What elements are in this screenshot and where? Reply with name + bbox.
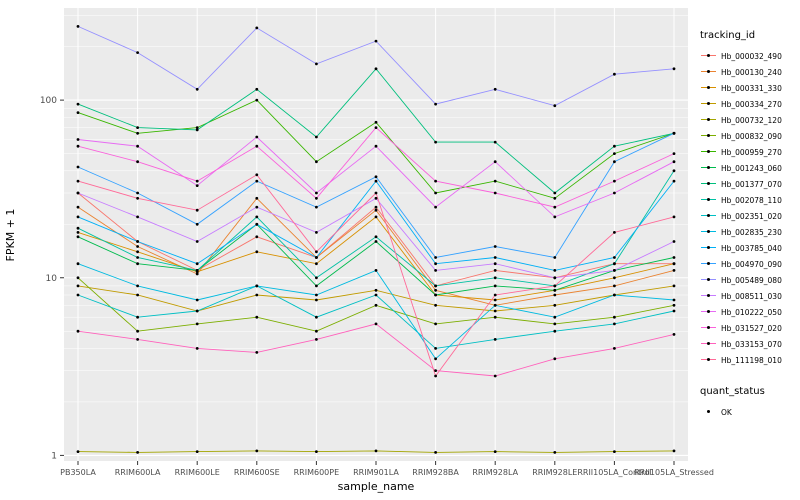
legend-item: Hb_001377_070 xyxy=(700,176,800,192)
line-key-icon xyxy=(700,193,717,207)
svg-text:RRIM600PE: RRIM600PE xyxy=(294,468,340,477)
svg-text:RRIM600LA: RRIM600LA xyxy=(115,468,161,477)
line-key-icon xyxy=(700,225,717,239)
legend-title-tracking: tracking_id xyxy=(700,30,756,41)
legend-item: Hb_002351_020 xyxy=(700,208,800,224)
legend-item-quant-ok: OK xyxy=(700,404,800,420)
line-key-icon xyxy=(700,113,717,127)
legend-item-label: Hb_000832_090 xyxy=(721,131,782,141)
svg-text:RRIM928BA: RRIM928BA xyxy=(412,468,459,477)
legend-item-label: Hb_000732_120 xyxy=(721,115,782,125)
legend-item-label: Hb_033153_070 xyxy=(721,339,782,349)
svg-text:PB350LA: PB350LA xyxy=(60,468,96,477)
legend-item: Hb_000331_330 xyxy=(700,80,800,96)
legend-item: Hb_010222_050 xyxy=(700,304,800,320)
data-points xyxy=(76,25,676,454)
legend-item: Hb_000334_270 xyxy=(700,96,800,112)
svg-text:RRIM600SE: RRIM600SE xyxy=(234,468,280,477)
line-key-icon xyxy=(700,81,717,95)
point-key-icon xyxy=(700,405,717,419)
line-key-icon xyxy=(700,49,717,63)
legend-item: Hb_002078_110 xyxy=(700,192,800,208)
legend-item-label: Hb_002835_230 xyxy=(721,227,782,237)
legend-title-quant: quant_status xyxy=(700,386,765,397)
legend-item-label: Hb_000032_490 xyxy=(721,51,782,61)
legend-item-label: Hb_008511_030 xyxy=(721,291,782,301)
svg-text:RRII105LA_Stressed: RRII105LA_Stressed xyxy=(634,468,714,477)
legend-item: Hb_031527_020 xyxy=(700,320,800,336)
legend-item: Hb_008511_030 xyxy=(700,288,800,304)
legend-tracking-items: Hb_000032_490 Hb_000130_240 Hb_000331_330 H… xyxy=(700,48,800,368)
line-key-icon xyxy=(700,129,717,143)
legend-item-label: Hb_010222_050 xyxy=(721,307,782,317)
svg-text:100: 100 xyxy=(40,96,57,106)
legend-item: Hb_033153_070 xyxy=(700,336,800,352)
x-axis-title: sample_name xyxy=(338,480,415,493)
legend-item: Hb_001243_060 xyxy=(700,160,800,176)
legend-item-label: Hb_001377_070 xyxy=(721,179,782,189)
svg-text:RRIM600LE: RRIM600LE xyxy=(175,468,220,477)
line-key-icon xyxy=(700,161,717,175)
svg-text:RRII105LA_Control: RRII105LA_Control xyxy=(577,468,651,477)
legend: tracking_id Hb_000032_490 Hb_000130_240 Hb… xyxy=(700,30,800,420)
legend-item: Hb_002835_230 xyxy=(700,224,800,240)
line-key-icon xyxy=(700,241,717,255)
legend-item-label: Hb_005489_080 xyxy=(721,275,782,285)
legend-item: Hb_000032_490 xyxy=(700,48,800,64)
line-key-icon xyxy=(700,337,717,351)
svg-text:1: 1 xyxy=(51,451,57,461)
line-key-icon xyxy=(700,145,717,159)
line-key-icon xyxy=(700,305,717,319)
svg-text:RRIM928LE: RRIM928LE xyxy=(532,468,577,477)
legend-item-label: Hb_000334_270 xyxy=(721,99,782,109)
legend-item-label: OK xyxy=(721,407,732,417)
legend-item-label: Hb_003785_040 xyxy=(721,243,782,253)
legend-item-label: Hb_000331_330 xyxy=(721,83,782,93)
legend-item: Hb_000130_240 xyxy=(700,64,800,80)
legend-item: Hb_003785_040 xyxy=(700,240,800,256)
axis-ticks: 1 10 100 PB350LA RRIM600LA RRIM600LE RRIM600SE… xyxy=(40,96,714,477)
legend-item: Hb_000832_090 xyxy=(700,128,800,144)
line-key-icon xyxy=(700,273,717,287)
legend-item-label: Hb_000130_240 xyxy=(721,67,782,77)
legend-item: Hb_004970_090 xyxy=(700,256,800,272)
legend-item-label: Hb_111198_010 xyxy=(721,355,782,365)
legend-item: Hb_111198_010 xyxy=(700,352,800,368)
line-key-icon xyxy=(700,257,717,271)
line-key-icon xyxy=(700,353,717,367)
line-key-icon xyxy=(700,289,717,303)
legend-item: Hb_000959_270 xyxy=(700,144,800,160)
legend-item-label: Hb_000959_270 xyxy=(721,147,782,157)
legend-item: Hb_000732_120 xyxy=(700,112,800,128)
line-key-icon xyxy=(700,321,717,335)
svg-text:RRIM928LA: RRIM928LA xyxy=(472,468,518,477)
legend-item-label: Hb_002078_110 xyxy=(721,195,782,205)
svg-text:10: 10 xyxy=(46,274,58,284)
legend-item-label: Hb_031527_020 xyxy=(721,323,782,333)
line-key-icon xyxy=(700,65,717,79)
line-key-icon xyxy=(700,177,717,191)
y-axis-title: FPKM + 1 xyxy=(4,209,17,262)
legend-item-label: Hb_002351_020 xyxy=(721,211,782,221)
legend-item: Hb_005489_080 xyxy=(700,272,800,288)
legend-item-label: Hb_001243_060 xyxy=(721,163,782,173)
line-key-icon xyxy=(700,97,717,111)
svg-text:RRIM901LA: RRIM901LA xyxy=(353,468,399,477)
legend-item-label: Hb_004970_090 xyxy=(721,259,782,269)
line-key-icon xyxy=(700,209,717,223)
